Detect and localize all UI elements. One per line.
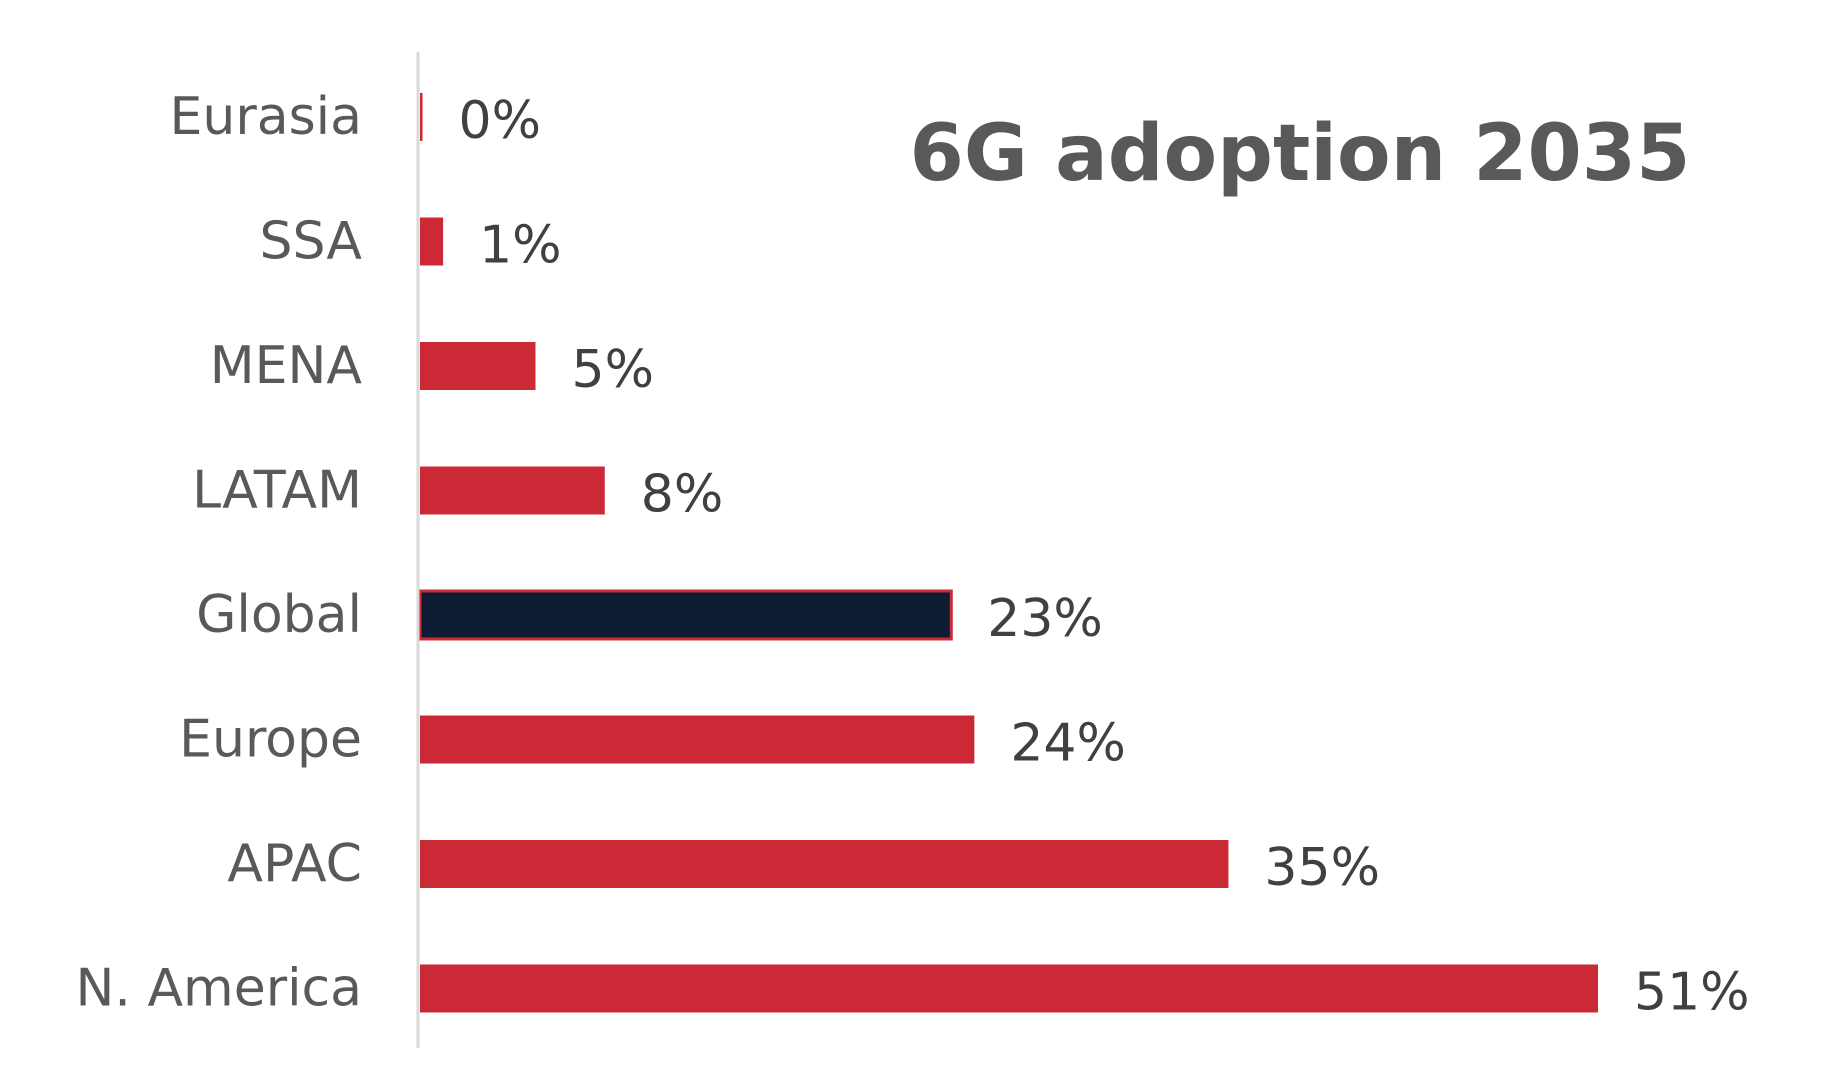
value-label: 5% bbox=[571, 340, 654, 400]
bar-ssa bbox=[420, 217, 444, 266]
category-label: SSA bbox=[259, 212, 362, 272]
value-label: 8% bbox=[641, 465, 724, 525]
bar-europe bbox=[420, 715, 975, 764]
value-label: 0% bbox=[459, 91, 542, 151]
category-label: Europe bbox=[179, 710, 362, 770]
bar-n-america bbox=[420, 964, 1598, 1013]
bar-apac bbox=[420, 840, 1229, 888]
value-label: 23% bbox=[987, 589, 1103, 649]
bars bbox=[418, 93, 1598, 1013]
bar-latam bbox=[420, 466, 605, 515]
chart-title: 6G adoption 2035 bbox=[910, 109, 1691, 199]
labels: Eurasia 0% SSA 1% MENA 5% LATAM 8% Global 23% Euro… bbox=[76, 87, 1750, 1023]
category-label: Global bbox=[196, 585, 362, 645]
bar-mena bbox=[420, 342, 536, 390]
value-label: 51% bbox=[1634, 963, 1750, 1023]
category-label: Eurasia bbox=[170, 87, 362, 147]
category-label: N. America bbox=[76, 959, 362, 1019]
category-label: MENA bbox=[210, 336, 363, 396]
category-label: APAC bbox=[227, 834, 362, 894]
bar-global bbox=[418, 589, 953, 641]
value-label: 24% bbox=[1010, 714, 1126, 774]
value-label: 35% bbox=[1264, 838, 1380, 898]
value-label: 1% bbox=[479, 216, 561, 276]
bar-eurasia bbox=[420, 93, 423, 141]
category-label: LATAM bbox=[192, 461, 362, 521]
